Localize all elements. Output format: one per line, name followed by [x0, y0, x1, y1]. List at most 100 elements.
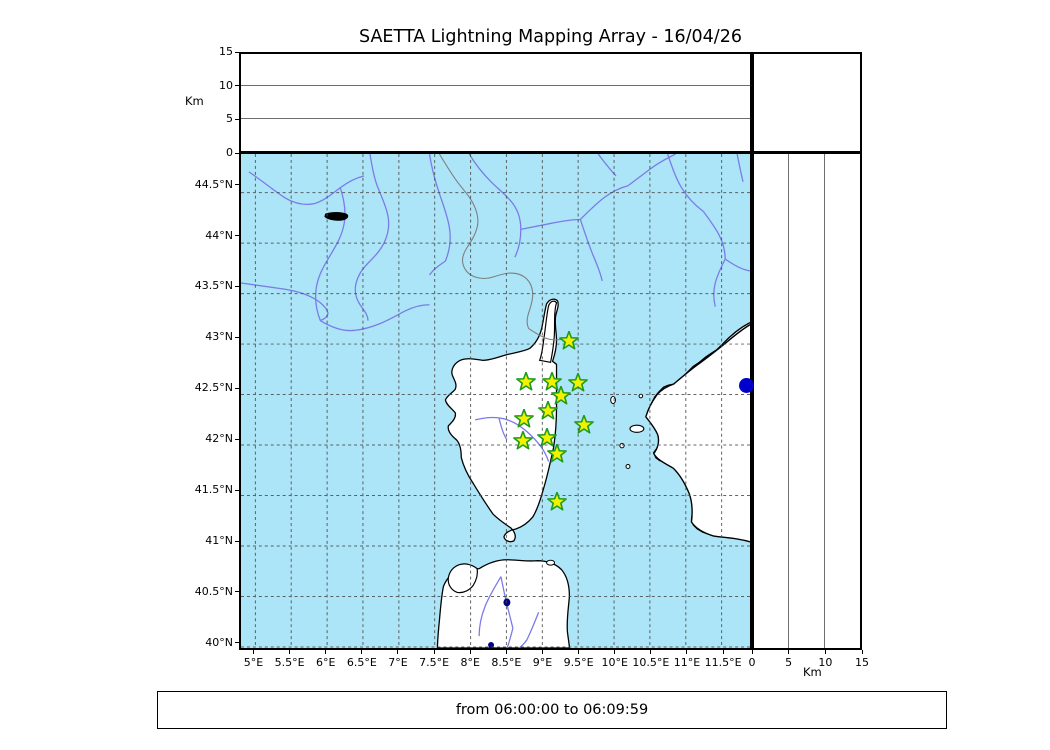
tick-mark — [686, 650, 688, 654]
tick-mark — [469, 650, 471, 654]
tick-mark — [235, 387, 239, 389]
map-grid — [241, 154, 750, 648]
range-axis-label: Km — [803, 665, 822, 679]
range-tick-0: 0 — [748, 656, 756, 669]
tick-mark — [824, 650, 826, 654]
corsica-land — [444, 298, 559, 543]
latitude-tick-43: 43°N — [205, 330, 233, 344]
tick-mark — [361, 650, 363, 654]
lma-station-marker[interactable] — [538, 400, 558, 421]
longitude-tick-7.5: 7.5°E — [419, 656, 450, 669]
lma-station-marker[interactable] — [515, 371, 536, 392]
cap-corse — [538, 300, 558, 364]
latitude-tick-44: 44°N — [205, 228, 233, 242]
latitude-tick-42.5: 42.5°N — [194, 381, 233, 395]
latitude-tick-44.5: 44.5°N — [194, 177, 233, 191]
lightning-source-point[interactable] — [738, 377, 754, 393]
administrative-borders — [438, 154, 565, 341]
range-tick-10: 10 — [818, 656, 833, 669]
maddalena-island — [546, 559, 556, 566]
tick-mark — [235, 184, 239, 186]
tick-mark — [614, 650, 616, 654]
tick-mark — [235, 438, 239, 440]
tick-mark — [861, 650, 863, 654]
tick-mark — [751, 650, 753, 654]
tick-mark — [578, 650, 580, 654]
longitude-tick-11.5: 11.5°E — [704, 656, 742, 669]
latitude-tick-42: 42°N — [205, 432, 233, 446]
tick-mark — [235, 235, 239, 236]
tick-mark — [235, 85, 239, 87]
marker-layer — [241, 154, 750, 648]
longitude-tick-5.5: 5.5°E — [274, 656, 305, 669]
altitude-vs-range-panel[interactable] — [752, 52, 862, 153]
lma-station-marker[interactable] — [559, 330, 579, 351]
range-tick-15: 15 — [855, 656, 869, 669]
lma-station-marker[interactable] — [513, 408, 534, 429]
lma-station-marker[interactable] — [574, 414, 595, 435]
longitude-tick-10.5: 10.5°E — [632, 656, 670, 669]
montecristo-island — [625, 463, 631, 469]
tick-mark — [541, 650, 543, 654]
mainland-land — [241, 154, 750, 542]
altitude-axis-label: Km — [185, 94, 204, 108]
longitude-tick-9.5: 9.5°E — [563, 656, 594, 669]
time-range-text: from 06:00:00 to 06:09:59 — [455, 702, 649, 718]
elba-island — [629, 424, 645, 433]
lakes — [324, 212, 349, 221]
tick-mark — [235, 591, 239, 593]
latitude-tick-40.5: 40.5°N — [194, 584, 233, 598]
latitude-tick-41.5: 41.5°N — [194, 483, 233, 497]
tick-mark — [235, 540, 239, 542]
map-panel[interactable] — [239, 152, 752, 650]
longitude-tick-11: 11°E — [673, 656, 701, 669]
map-geography — [241, 154, 750, 648]
lma-station-marker[interactable] — [547, 444, 568, 464]
tick-mark — [650, 650, 652, 654]
tick-mark — [788, 650, 790, 654]
page-title: SAETTA Lightning Mapping Array - 16/04/2… — [359, 27, 742, 47]
altitude-tick-0: 0 — [226, 146, 233, 159]
tick-mark — [235, 118, 239, 120]
altitude-tick-5: 5 — [226, 112, 233, 126]
latitude-tick-43.5: 43.5°N — [194, 279, 233, 293]
longitude-tick-9: 9°E — [532, 656, 553, 669]
tick-mark — [433, 650, 435, 654]
tick-mark — [235, 336, 239, 338]
mainland-coastline — [645, 324, 750, 543]
lma-station-marker[interactable] — [546, 491, 567, 512]
tick-mark — [397, 650, 399, 654]
tick-mark — [289, 650, 291, 654]
latitude-tick-40: 40°N — [205, 635, 233, 649]
tick-mark — [235, 642, 239, 644]
tick-mark — [235, 51, 239, 53]
range-tick-5: 5 — [785, 656, 793, 669]
lma-station-marker[interactable] — [512, 430, 533, 451]
range-vs-latitude-panel[interactable] — [752, 152, 862, 650]
longitude-tick-7: 7°E — [388, 656, 408, 669]
longitude-tick-8.5: 8.5°E — [491, 656, 522, 669]
longitude-tick-10: 10°E — [601, 656, 628, 669]
longitude-tick-6.5: 6.5°E — [346, 656, 377, 669]
longitude-tick-8: 8°E — [460, 656, 480, 669]
tick-mark — [252, 650, 254, 654]
pianosa-island — [619, 442, 625, 449]
longitude-tick-5: 5°E — [243, 656, 264, 669]
tick-mark — [235, 152, 239, 154]
lma-station-marker[interactable] — [551, 385, 572, 406]
tick-mark — [235, 489, 239, 491]
time-range-status-bar[interactable]: from 06:00:00 to 06:09:59 — [157, 691, 947, 729]
latitude-tick-41: 41°N — [205, 534, 233, 548]
tick-mark — [505, 650, 507, 654]
altitude-vs-longitude-panel[interactable] — [239, 52, 752, 153]
sardinia-nw-cape — [447, 563, 478, 594]
lma-station-marker[interactable] — [536, 427, 557, 448]
lma-station-marker[interactable] — [567, 372, 588, 393]
altitude-tick-10: 10 — [219, 78, 233, 92]
altitude-tick-15: 15 — [219, 45, 233, 58]
tick-mark — [722, 650, 724, 654]
tick-mark — [325, 650, 327, 654]
lma-station-marker[interactable] — [542, 371, 563, 392]
longitude-tick-6: 6°E — [315, 656, 336, 669]
